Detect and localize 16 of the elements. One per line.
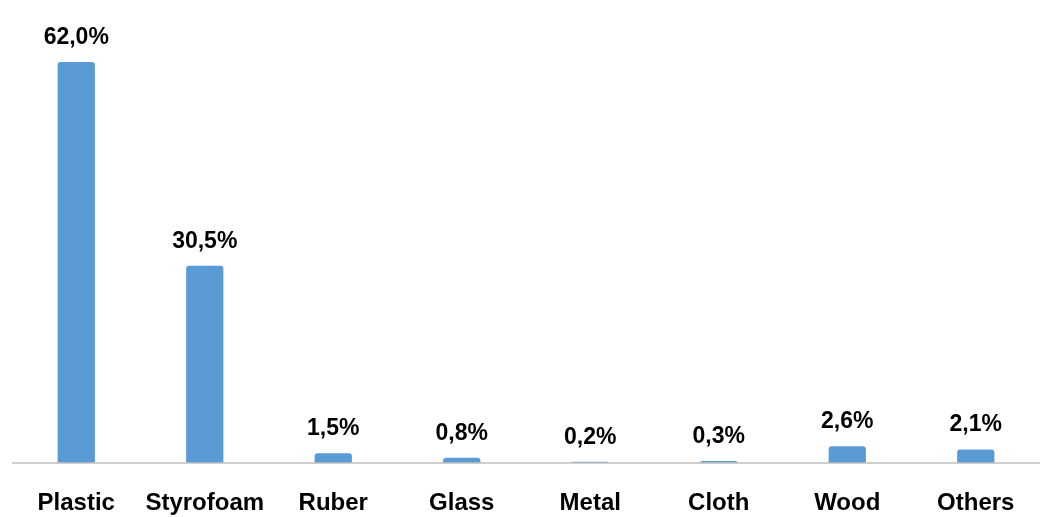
data-label: 30,5% — [172, 226, 238, 253]
x-tick-label: Wood — [814, 488, 881, 515]
data-label: 2,1% — [949, 410, 1002, 437]
data-label: 2,6% — [821, 407, 874, 434]
data-label: 1,5% — [307, 414, 360, 441]
data-label: 0,8% — [435, 418, 488, 445]
x-tick-label: Plastic — [37, 488, 115, 515]
x-tick-label: Others — [937, 488, 1015, 515]
x-tick-label: Styrofoam — [145, 488, 265, 515]
data-label: 62,0% — [43, 23, 109, 49]
x-tick-label: Glass — [429, 488, 495, 515]
data-label: 0,3% — [692, 422, 745, 449]
x-tick-label: Cloth — [688, 488, 750, 515]
x-tick-label: Metal — [559, 488, 621, 515]
data-label: 0,2% — [564, 422, 617, 449]
x-tick-label: Ruber — [298, 488, 368, 515]
